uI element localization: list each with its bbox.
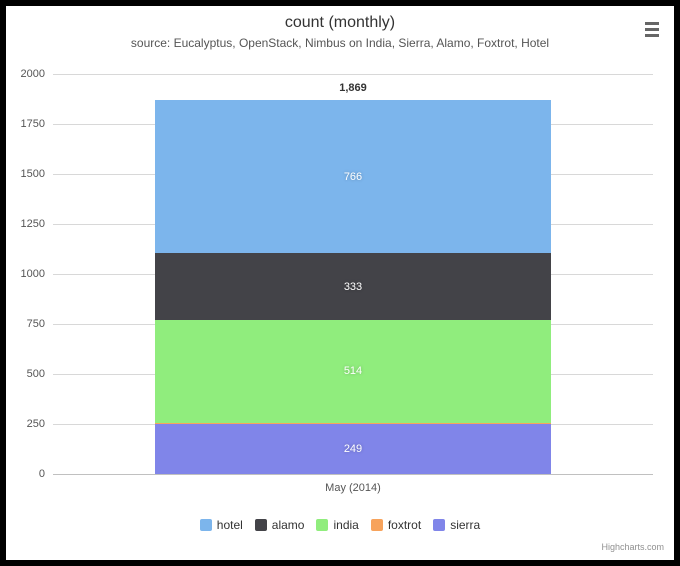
legend-item-sierra[interactable]: sierra (433, 517, 480, 532)
legend-swatch (433, 519, 445, 531)
xaxis-category: May (2014) (325, 482, 381, 494)
segment-label: 766 (155, 171, 551, 183)
chart-title: count (monthly) (6, 6, 674, 32)
ytick-label: 1000 (21, 268, 45, 280)
gridline (53, 474, 653, 475)
legend-item-alamo[interactable]: alamo (255, 517, 305, 532)
bar-segment-alamo[interactable]: 333 (155, 253, 551, 320)
bar-segment-foxtrot[interactable]: 7 (155, 423, 551, 424)
ytick-label: 1750 (21, 118, 45, 130)
ytick-label: 2000 (21, 68, 45, 80)
ytick-label: 250 (27, 418, 45, 430)
legend-item-foxtrot[interactable]: foxtrot (371, 517, 421, 532)
bar-stack: 24975143337661,869 (155, 100, 551, 474)
legend-swatch (371, 519, 383, 531)
ytick-label: 1250 (21, 218, 45, 230)
legend-swatch (255, 519, 267, 531)
bar-segment-india[interactable]: 514 (155, 320, 551, 423)
ytick-label: 500 (27, 368, 45, 380)
credits-link[interactable]: Highcharts.com (601, 542, 664, 552)
legend-item-hotel[interactable]: hotel (200, 517, 243, 532)
segment-label: 514 (155, 365, 551, 377)
legend-swatch (200, 519, 212, 531)
legend: hotel alamo india foxtrot sierra (6, 517, 674, 532)
stack-total-label: 1,869 (155, 82, 551, 94)
legend-label: sierra (450, 518, 480, 532)
gridline (53, 74, 653, 75)
chart-menu-button[interactable] (640, 18, 664, 40)
legend-swatch (316, 519, 328, 531)
segment-label: 333 (155, 281, 551, 293)
ytick-label: 750 (27, 318, 45, 330)
legend-label: foxtrot (388, 518, 421, 532)
chart-subtitle: source: Eucalyptus, OpenStack, Nimbus on… (6, 32, 674, 50)
segment-label: 249 (155, 443, 551, 455)
legend-label: hotel (217, 518, 243, 532)
plot-area: 0250500750100012501500175020002497514333… (53, 74, 653, 474)
ytick-label: 0 (39, 468, 45, 480)
ytick-label: 1500 (21, 168, 45, 180)
bar-segment-hotel[interactable]: 766 (155, 100, 551, 253)
legend-label: alamo (272, 518, 305, 532)
legend-label: india (333, 518, 358, 532)
bar-segment-sierra[interactable]: 249 (155, 424, 551, 474)
chart-frame: count (monthly) source: Eucalyptus, Open… (6, 6, 674, 560)
legend-item-india[interactable]: india (316, 517, 358, 532)
